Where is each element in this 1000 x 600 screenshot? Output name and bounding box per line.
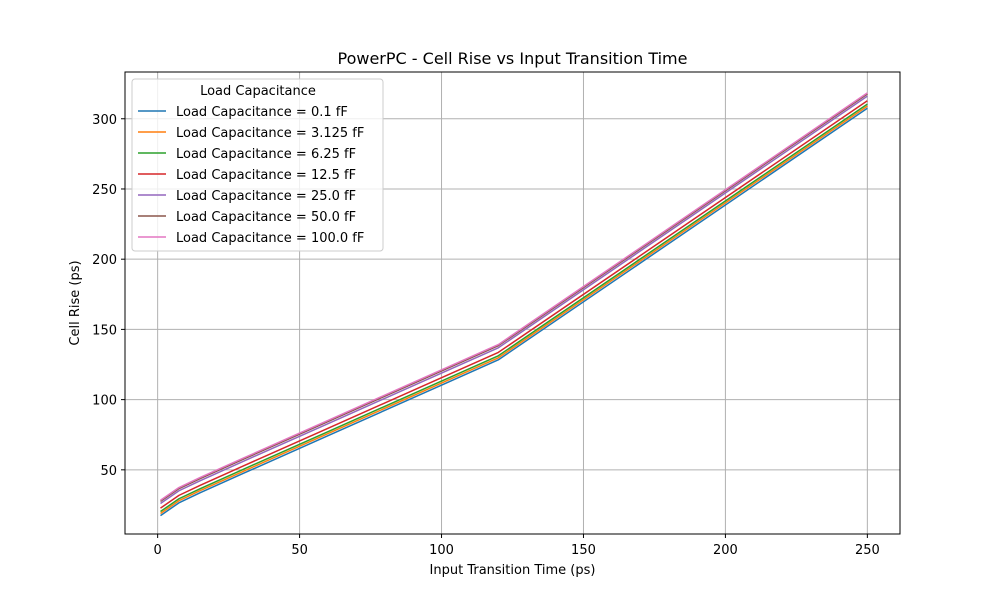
- y-axis-ticks: 50 100 150 200 250 300: [92, 113, 125, 479]
- y-tick-label: 100: [92, 394, 117, 409]
- legend-label-0: Load Capacitance = 0.1 fF: [176, 105, 348, 120]
- series-lines: [160, 92, 868, 517]
- legend-entries: Load Capacitance = 0.1 fF Load Capacitanc…: [138, 105, 364, 246]
- x-tick-label: 200: [713, 543, 738, 558]
- plot-area-frame: [124, 71, 901, 535]
- series-line-5: [160, 93, 868, 503]
- x-tick-label: 150: [571, 543, 596, 558]
- x-tick-label: 50: [291, 543, 308, 558]
- series-line-0: [160, 107, 868, 517]
- y-tick-label: 50: [100, 464, 117, 479]
- chart-title: PowerPC - Cell Rise vs Input Transition …: [338, 49, 688, 68]
- legend-label-5: Load Capacitance = 50.0 fF: [176, 210, 356, 225]
- series-line-3: [160, 100, 868, 509]
- x-axis-label: Input Transition Time (ps): [430, 563, 596, 578]
- y-tick-label: 150: [92, 323, 117, 338]
- legend-box: [131, 78, 384, 252]
- legend-label-4: Load Capacitance = 25.0 fF: [176, 189, 356, 204]
- x-tick-label: 0: [154, 543, 162, 558]
- series-line-6: [160, 92, 868, 501]
- y-tick-label: 250: [92, 183, 117, 198]
- y-axis-label: Cell Rise (ps): [68, 260, 83, 345]
- legend-title: Load Capacitance: [200, 84, 316, 99]
- x-tick-label: 100: [429, 543, 454, 558]
- series-line-1: [160, 105, 868, 515]
- legend-label-2: Load Capacitance = 6.25 fF: [176, 147, 356, 162]
- legend: Load Capacitance Load Capacitance = 0.1 …: [131, 78, 384, 252]
- y-tick-label: 300: [92, 113, 117, 128]
- series-line-2: [160, 103, 868, 513]
- legend-label-6: Load Capacitance = 100.0 fF: [176, 231, 364, 246]
- y-tick-label: 200: [92, 253, 117, 268]
- series-line-4: [160, 95, 868, 505]
- legend-label-1: Load Capacitance = 3.125 fF: [176, 126, 364, 141]
- x-tick-label: 250: [855, 543, 880, 558]
- x-axis-ticks: 0 50 100 150 200 250: [154, 534, 880, 558]
- legend-label-3: Load Capacitance = 12.5 fF: [176, 168, 356, 183]
- grid-lines: [125, 72, 900, 534]
